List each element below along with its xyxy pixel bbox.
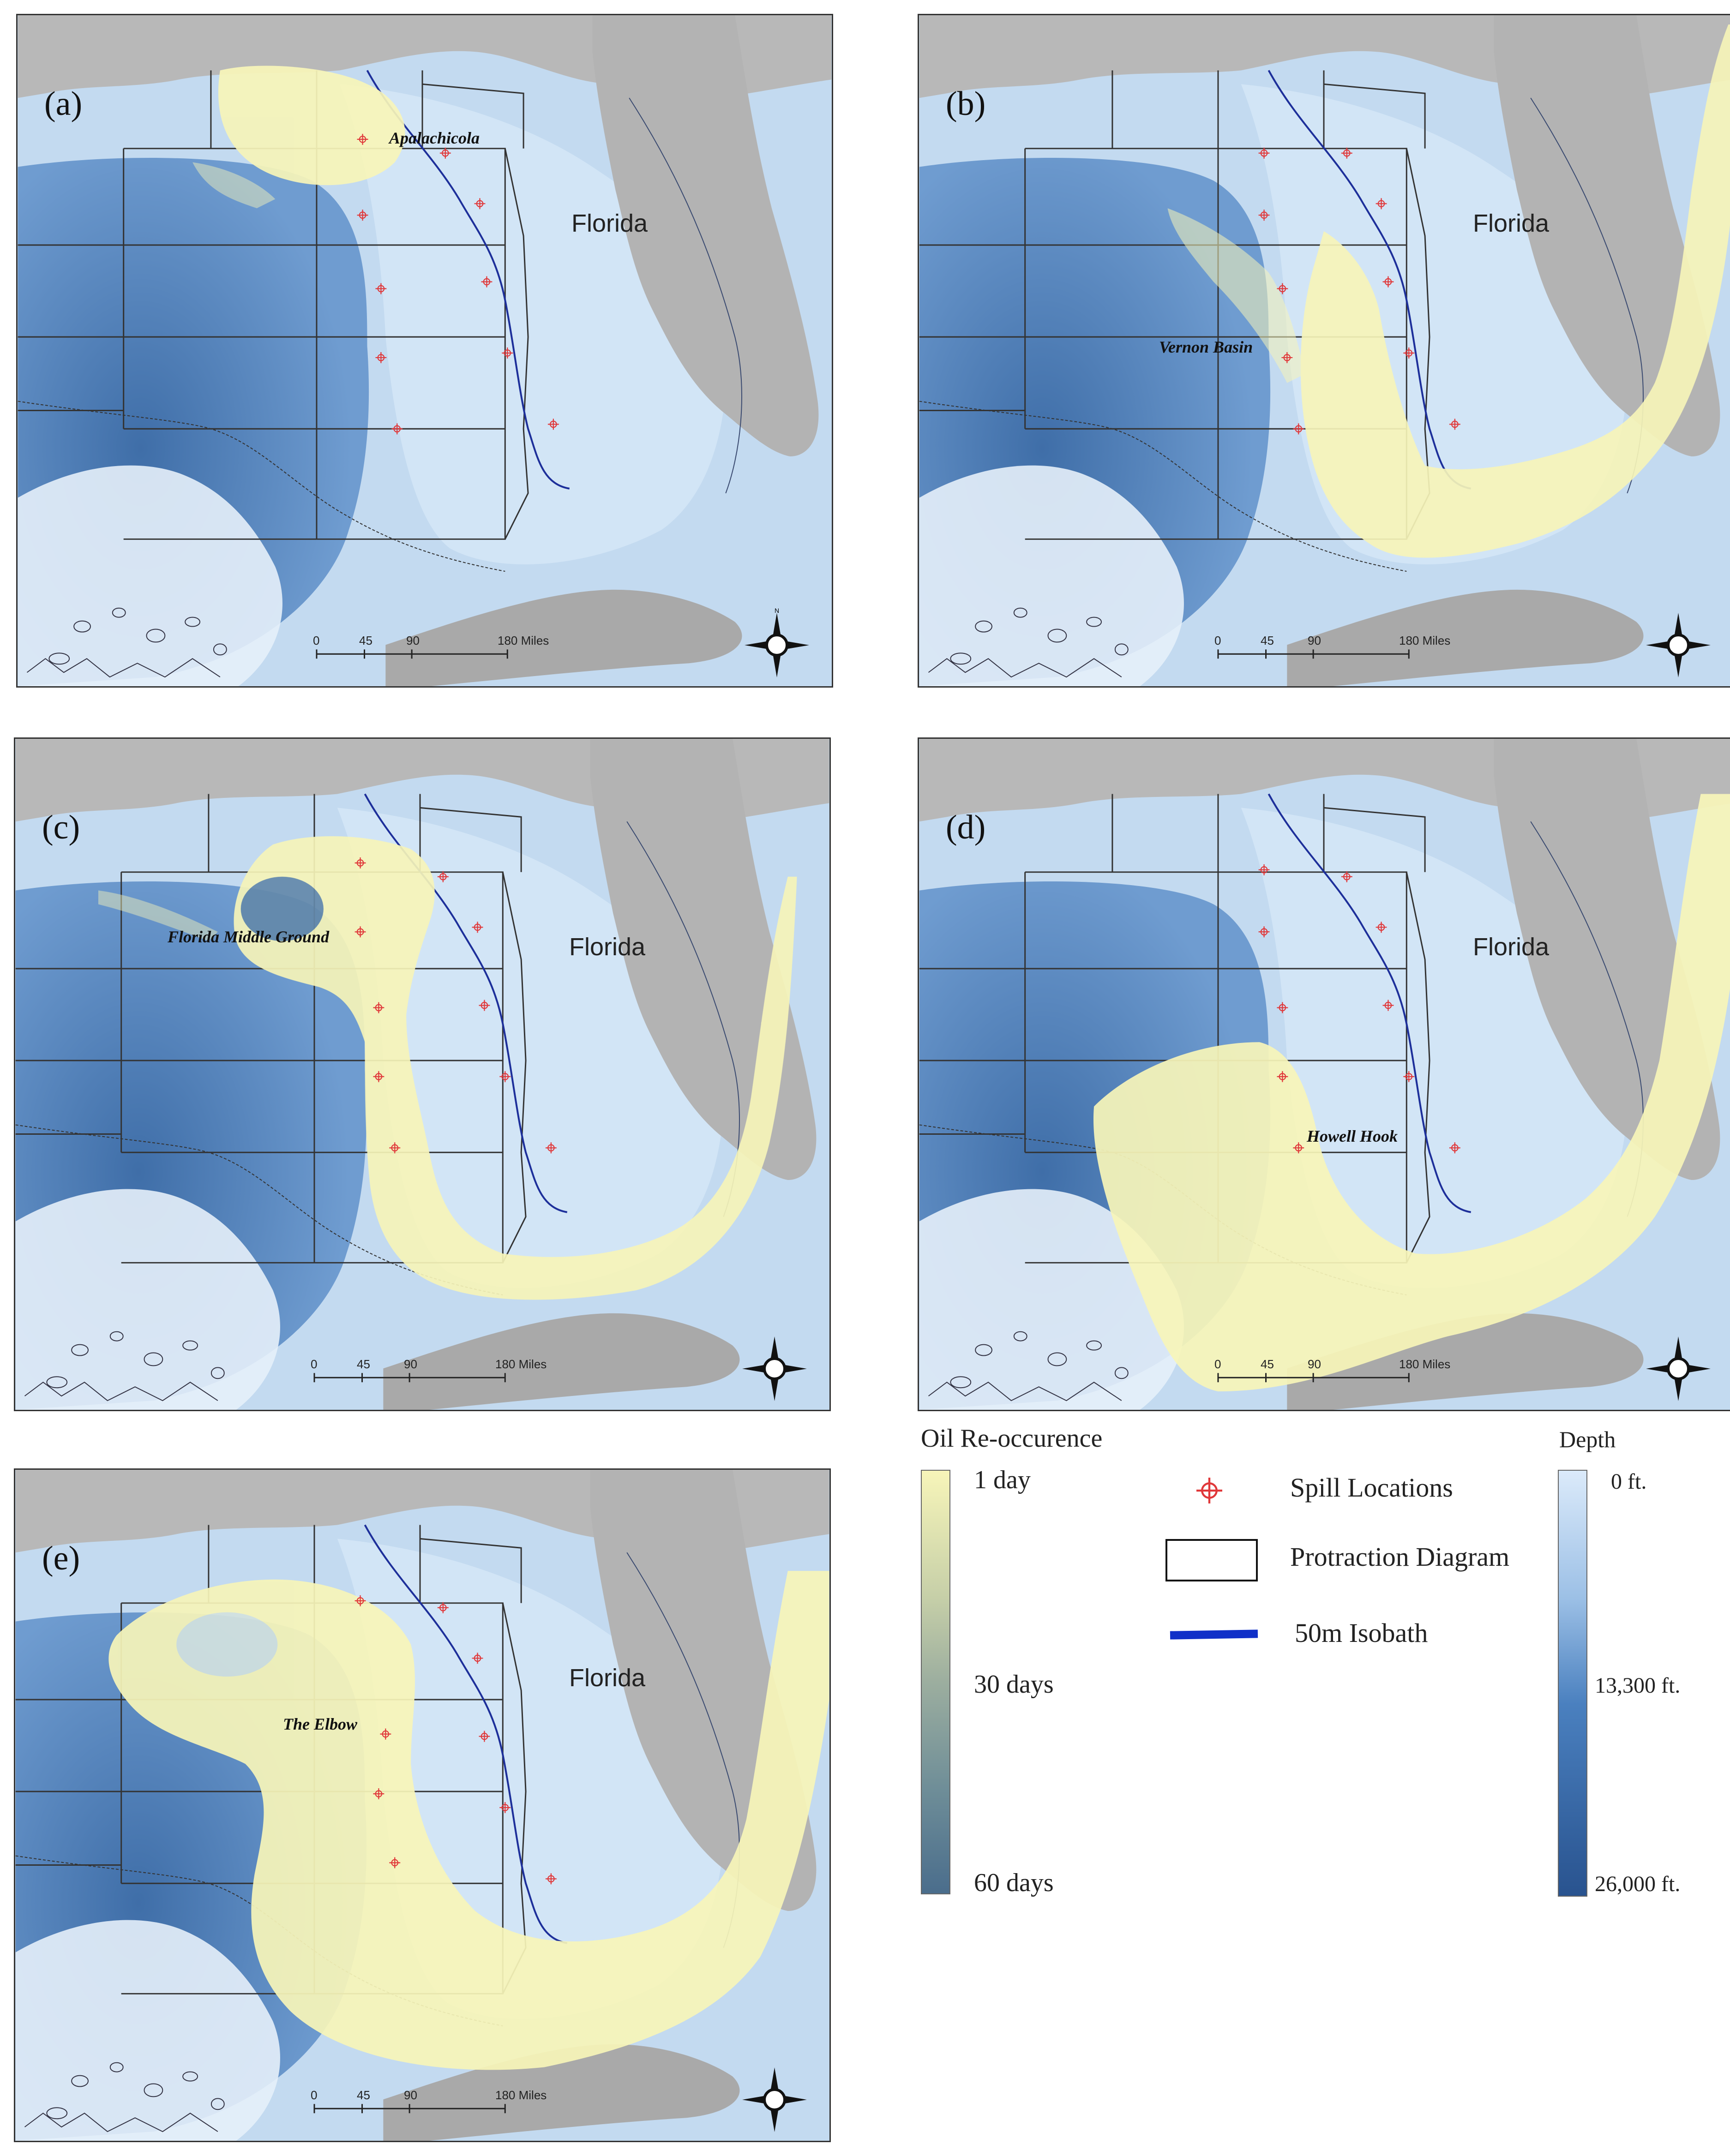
panel-label: (c) [42, 808, 80, 846]
scale-tick-90: 90 [1308, 634, 1321, 647]
map-panel-a: (a) Florida Apalachicola 0 45 90 180 Mil… [16, 14, 833, 688]
spill-locations-label: Spill Locations [1290, 1473, 1453, 1503]
basemap [919, 15, 1730, 686]
site-label: Apalachicola [389, 129, 480, 147]
map-panel-b: (b) Florida Vernon Basin 0 45 90 180 Mil… [918, 14, 1730, 688]
panel-label: (b) [946, 85, 986, 123]
florida-label: Florida [569, 933, 646, 961]
basemap [18, 15, 832, 686]
scale-tick-180: 180 Miles [498, 634, 549, 647]
scale-tick-0: 0 [311, 1357, 318, 1371]
compass-rose-icon: N [745, 608, 809, 677]
site-label: Vernon Basin [1159, 338, 1253, 356]
scale-tick-45: 45 [1261, 1357, 1274, 1371]
scale-tick-180: 180 Miles [1399, 634, 1451, 647]
oil-reoccurrence-title: Oil Re-occurence [921, 1424, 1103, 1453]
oil-plume [192, 66, 405, 209]
florida-label: Florida [1473, 210, 1550, 237]
scale-bar [1217, 649, 1410, 659]
compass-rose-icon [742, 1336, 807, 1401]
scale-tick-90: 90 [404, 1357, 417, 1371]
scale-tick-90: 90 [406, 634, 420, 647]
florida-label: Florida [1473, 933, 1550, 961]
oil-plume [108, 1571, 829, 2070]
scale-bar [313, 1373, 506, 1383]
panel-label: (d) [946, 808, 986, 846]
basemap [15, 1470, 829, 2141]
florida-label: Florida [571, 210, 648, 237]
depth-label-0: 0 ft. [1611, 1469, 1647, 1494]
site-label: The Elbow [283, 1715, 358, 1733]
scale-bar [1217, 1373, 1410, 1383]
scale-bar [313, 2104, 506, 2114]
scale-tick-180: 180 Miles [495, 1357, 547, 1371]
scale-tick-45: 45 [357, 2088, 370, 2102]
oil-label-30days: 30 days [974, 1670, 1054, 1699]
compass-rose-icon [742, 2067, 807, 2132]
scale-tick-45: 45 [359, 634, 372, 647]
site-label: Florida Middle Ground [168, 928, 330, 946]
depth-title: Depth [1559, 1426, 1616, 1452]
oil-plume [1093, 794, 1730, 1392]
oil-label-1day: 1 day [974, 1466, 1031, 1494]
scale-tick-0: 0 [1214, 634, 1221, 647]
compass-rose-icon [1646, 1336, 1711, 1401]
oil-plume [1167, 24, 1730, 558]
basemap [919, 739, 1730, 1410]
scale-tick-45: 45 [357, 1357, 370, 1371]
scale-bar [316, 649, 508, 659]
panel-label: (a) [44, 85, 83, 123]
florida-label: Florida [569, 1664, 646, 1692]
rectangle-outline-icon [1165, 1539, 1258, 1581]
depth-label-26000: 26,000 ft. [1595, 1872, 1681, 1896]
protraction-diagram-label: Protraction Diagram [1290, 1542, 1510, 1572]
scale-tick-180: 180 Miles [1399, 1357, 1451, 1371]
site-label: Howell Hook [1307, 1127, 1398, 1145]
svg-text:N: N [775, 608, 779, 614]
map-panel-e: (e) Florida The Elbow 0 45 90 180 Miles [14, 1468, 831, 2142]
oil-plume [98, 836, 797, 1300]
oil-color-ramp [921, 1470, 950, 1894]
panel-label: (e) [42, 1539, 80, 1577]
depth-color-ramp [1558, 1470, 1587, 1897]
depth-label-13300: 13,300 ft. [1595, 1673, 1681, 1698]
compass-rose-icon [1646, 613, 1711, 677]
map-panel-c: (c) Florida Florida Middle Ground 0 45 9… [14, 737, 831, 1411]
scale-tick-0: 0 [313, 634, 320, 647]
scale-tick-0: 0 [1214, 1357, 1221, 1371]
scale-tick-0: 0 [311, 2088, 318, 2102]
blue-line-icon [1170, 1629, 1258, 1640]
map-panel-d: (d) Florida Howell Hook 0 45 90 180 Mile… [918, 737, 1730, 1411]
scale-tick-90: 90 [1308, 1357, 1321, 1371]
isobath-label: 50m Isobath [1295, 1618, 1428, 1648]
crosshair-icon [1196, 1478, 1222, 1503]
scale-tick-45: 45 [1261, 634, 1274, 647]
oil-label-60days: 60 days [974, 1869, 1054, 1897]
scale-tick-180: 180 Miles [495, 2088, 547, 2102]
basemap [15, 739, 829, 1410]
scale-tick-90: 90 [404, 2088, 417, 2102]
